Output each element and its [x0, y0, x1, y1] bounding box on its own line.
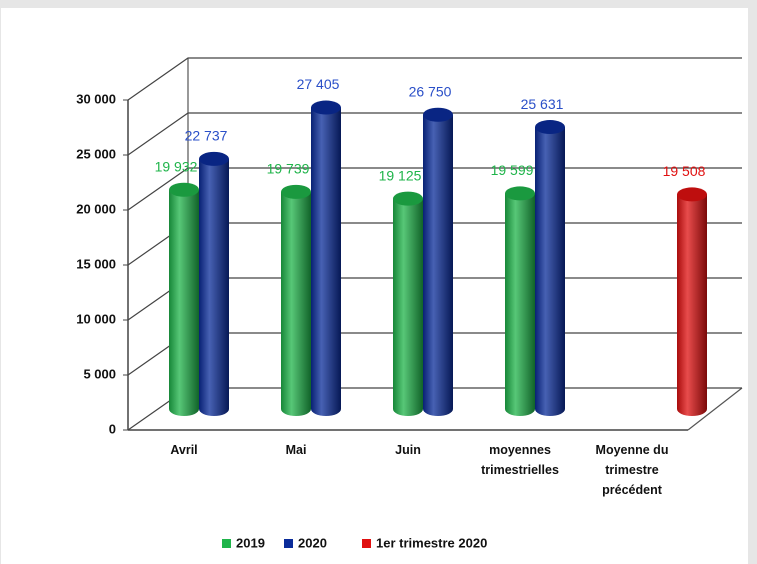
y-tick-label: 20 000: [76, 201, 116, 216]
legend-label: 2020: [298, 535, 327, 550]
grid-line: [127, 57, 742, 101]
bar: [311, 107, 341, 417]
bar: [677, 194, 707, 416]
bar-top: [423, 107, 453, 122]
x-tick-label: moyennes trimestrielles: [481, 443, 559, 477]
x-tick-label: Moyenne du trimestre précédent: [595, 443, 669, 497]
x-tick-label: Juin: [395, 443, 421, 457]
bar-top: [281, 184, 311, 199]
legend-label: 1er trimestre 2020: [376, 535, 487, 550]
bar: [393, 198, 423, 416]
legend-swatch: [362, 539, 371, 548]
bar-top: [393, 191, 423, 206]
x-tick-label: Mai: [285, 443, 307, 457]
y-tick-label: 5 000: [83, 366, 116, 381]
bar: [505, 193, 535, 416]
value-label: 26 750: [409, 83, 452, 99]
legend-swatch: [284, 539, 293, 548]
legend-label: 2019: [236, 535, 265, 550]
y-tick-label: 30 000: [76, 91, 116, 106]
floor-right-edge: [687, 387, 743, 431]
value-label: 19 932: [155, 158, 198, 174]
value-label: 19 508: [663, 163, 706, 179]
bar: [281, 191, 311, 416]
value-label: 19 739: [267, 161, 310, 177]
grid-line: [127, 112, 742, 156]
bar: [169, 189, 199, 416]
y-tick-label: 10 000: [76, 311, 116, 326]
bar: [199, 158, 229, 416]
legend-swatch: [222, 539, 231, 548]
y-tick-label: 0: [109, 421, 116, 436]
bar: [423, 114, 453, 416]
value-label: 22 737: [185, 128, 228, 144]
bar: [535, 127, 565, 417]
bar-top: [677, 187, 707, 202]
value-label: 27 405: [297, 76, 340, 92]
bar-top: [505, 186, 535, 201]
bar-top: [169, 182, 199, 197]
x-tick-label: Avril: [170, 443, 198, 457]
y-tick-label: 15 000: [76, 256, 116, 271]
bar-top: [311, 100, 341, 115]
bar-top: [199, 151, 229, 166]
value-label: 19 599: [491, 162, 534, 178]
bar-top: [535, 120, 565, 135]
value-label: 25 631: [521, 96, 564, 112]
y-tick-label: 25 000: [76, 146, 116, 161]
value-label: 19 125: [379, 167, 422, 183]
